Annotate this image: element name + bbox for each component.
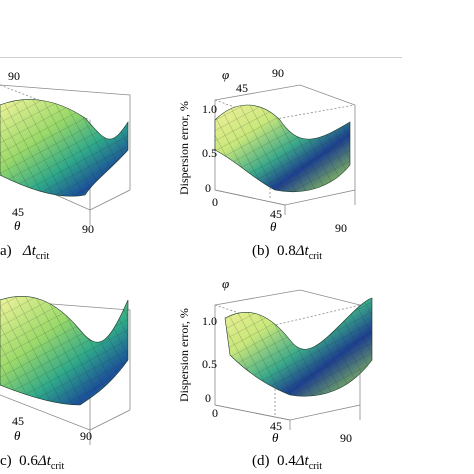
caption-c-prefix: c) xyxy=(0,453,12,469)
caption-a: a) Δtcrit xyxy=(0,243,50,262)
panel-c-theta-tick-1: 90 xyxy=(80,429,92,443)
panel-a-theta-tick-1: 90 xyxy=(82,222,94,236)
panel-d-phi-label: φ xyxy=(222,276,229,291)
panel-d-theta-tick-1: 45 xyxy=(270,419,282,433)
panel-b-phi-label: φ xyxy=(222,67,229,82)
panel-d-zlabel: Dispersion error, % xyxy=(177,308,191,402)
panel-b-ztick-2: 0 xyxy=(205,181,211,195)
caption-d-prefix: (d) xyxy=(252,453,270,469)
caption-c-symbol: Δt xyxy=(37,453,51,469)
panel-b-phi-tick-1: 90 xyxy=(272,66,284,80)
panel-b-theta-label: θ xyxy=(270,219,277,234)
panel-d-ztick-2: 0 xyxy=(205,391,211,405)
panel-b-theta-tick-1: 45 xyxy=(270,207,282,221)
panel-b-theta-tick-0: 0 xyxy=(212,195,218,209)
panel-b-phi-tick-0: 45 xyxy=(236,81,248,95)
panel-a: 90 45 90 θ xyxy=(0,69,131,236)
caption-a-sub: crit xyxy=(35,251,50,262)
caption-b-factor: 0.8 xyxy=(277,243,296,259)
panel-d: Dispersion error, % 1.0 0.5 0 φ 0 45 90 … xyxy=(177,276,373,445)
panel-b-theta-tick-2: 90 xyxy=(335,221,347,235)
caption-b-symbol: Δt xyxy=(295,243,309,259)
panel-b-mesh xyxy=(215,105,350,192)
panel-c-theta-label: θ xyxy=(14,428,21,443)
caption-a-symbol: Δt xyxy=(22,243,36,259)
panel-b-zlabel: Dispersion error, % xyxy=(177,101,191,195)
caption-b: (b) 0.8Δtcrit xyxy=(252,243,323,262)
header-divider xyxy=(0,57,402,58)
panel-d-theta-label: θ xyxy=(272,430,279,445)
caption-d: (d) 0.4Δtcrit xyxy=(252,453,323,472)
caption-c-factor: 0.6 xyxy=(19,453,38,469)
caption-d-factor: 0.4 xyxy=(277,453,296,469)
caption-a-prefix: a) xyxy=(0,243,12,259)
panel-c-box xyxy=(0,299,131,445)
caption-b-prefix: (b) xyxy=(252,243,270,259)
panel-d-ztick-1: 0.5 xyxy=(202,357,217,371)
caption-b-sub: crit xyxy=(308,251,323,262)
caption-c-sub: crit xyxy=(50,461,65,472)
panel-c: 45 90 θ xyxy=(0,296,131,445)
panel-d-theta-tick-2: 90 xyxy=(340,431,352,445)
panel-b: Dispersion error, % 1.0 0.5 0 φ 45 90 0 … xyxy=(177,66,356,235)
caption-d-symbol: Δt xyxy=(295,453,309,469)
caption-d-sub: crit xyxy=(308,461,323,472)
panel-a-theta-tick-0: 45 xyxy=(12,205,24,219)
panel-b-ztick-1: 0.5 xyxy=(202,146,217,160)
panel-b-ztick-0: 1.0 xyxy=(202,102,217,116)
panel-a-phi-tick-0: 90 xyxy=(8,69,20,83)
panel-d-mesh xyxy=(225,298,372,397)
panel-c-theta-tick-0: 45 xyxy=(12,414,24,428)
panel-c-mesh xyxy=(0,296,128,405)
panel-a-mesh xyxy=(0,99,128,197)
panel-d-theta-tick-0: 0 xyxy=(212,406,218,420)
panel-d-ztick-0: 1.0 xyxy=(202,314,217,328)
panel-a-theta-label: θ xyxy=(14,218,21,233)
caption-c: c) 0.6Δtcrit xyxy=(0,453,65,472)
